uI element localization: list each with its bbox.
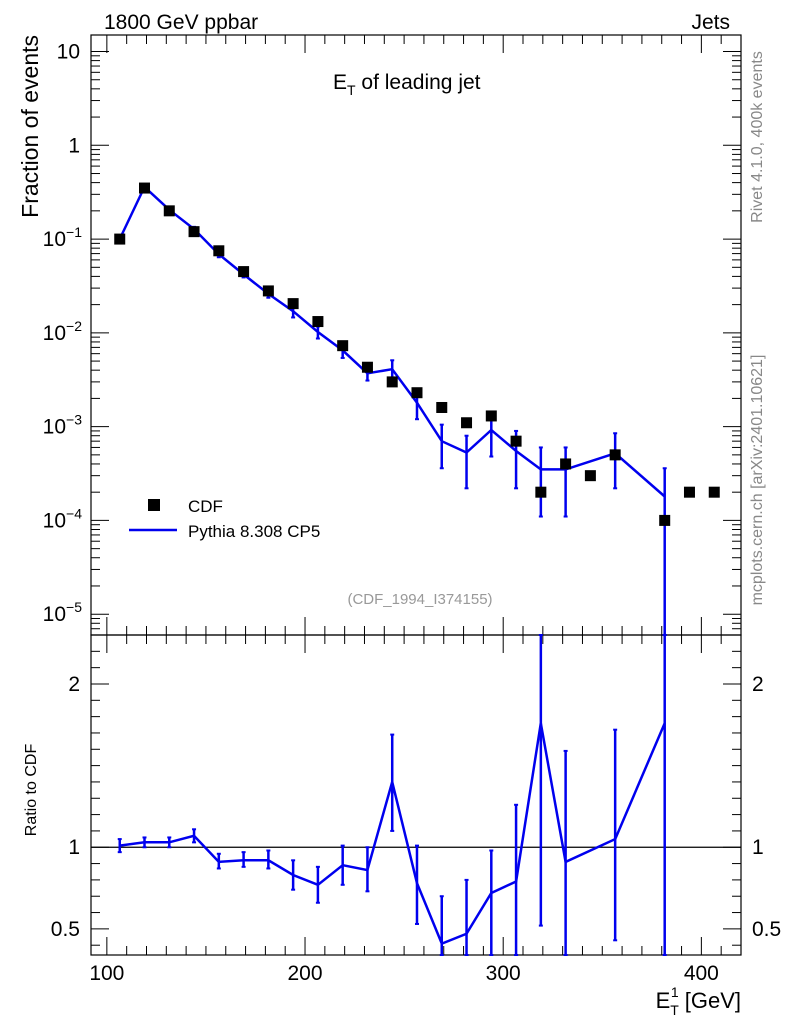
y-tick-label: 10−4 (43, 505, 83, 532)
cdf-data-point (461, 417, 473, 429)
cdf-data-point (262, 285, 274, 297)
category-label: Jets (691, 11, 730, 34)
main-y-tick-labels: 10 1 10−1 10−2 10−3 10−4 10−5 (43, 41, 83, 627)
ratio-y-axis-ticks (91, 634, 741, 946)
legend-cdf-marker (148, 499, 160, 511)
cdf-data-point (411, 387, 423, 399)
legend-cdf-label: CDF (188, 497, 223, 516)
x-axis-label: ET1 [GeV] (656, 984, 741, 1018)
rivet-label: Rivet 4.1.0, 400k events (749, 51, 766, 223)
cdf-data-point (683, 486, 695, 498)
main-y-axis-ticks (91, 51, 741, 636)
ratio-y-tick-labels: 2 2 1 1 0.5 0.5 (51, 673, 781, 941)
cdf-data-point (485, 410, 497, 422)
cdf-data-point (163, 205, 175, 217)
ratio-y-tick-label-right: 0.5 (752, 918, 781, 941)
ratio-x-axis-ticks (106, 635, 742, 955)
y-tick-label: 10 (57, 41, 80, 64)
pythia-error-bars (117, 183, 667, 636)
legend: CDF Pythia 8.308 CP5 (129, 497, 320, 541)
ratio-error-bars (117, 634, 667, 956)
cdf-data-point (213, 245, 225, 257)
cdf-data-point (560, 458, 572, 470)
ratio-y-tick-label: 1 (68, 836, 80, 859)
main-y-axis-label: Fraction of events (17, 35, 43, 218)
cdf-data-points (114, 182, 720, 526)
cdf-data-point (436, 401, 448, 413)
ratio-y-tick-label-right: 2 (752, 673, 764, 696)
cdf-data-point (337, 340, 349, 352)
cdf-data-point (609, 449, 621, 461)
cdf-data-point (386, 376, 398, 388)
cdf-data-point (287, 298, 299, 310)
x-tick-label: 400 (684, 962, 719, 985)
y-tick-label: 10−3 (43, 412, 83, 439)
main-plot-frame (90, 34, 742, 636)
y-tick-label: 10−5 (43, 599, 83, 626)
ratio-y-axis-label: Ratio to CDF (23, 744, 40, 837)
x-tick-label: 100 (89, 962, 124, 985)
ratio-plot-frame (90, 634, 742, 956)
cdf-data-point (361, 361, 373, 373)
ratio-y-tick-label-right: 1 (752, 836, 764, 859)
legend-pythia-label: Pythia 8.308 CP5 (188, 522, 320, 541)
ratio-y-tick-label: 0.5 (51, 918, 80, 941)
x-tick-labels: 100 200 300 400 (89, 962, 719, 985)
mcplots-label: mcplots.cern.ch [arXiv:2401.10621] (749, 355, 766, 606)
cdf-data-point (139, 182, 151, 194)
ratio-line (119, 722, 666, 946)
analysis-id: (CDF_1994_I374155) (347, 591, 492, 608)
cdf-data-point (312, 316, 324, 328)
cdf-data-point (708, 486, 720, 498)
cdf-data-point (238, 266, 250, 278)
main-x-axis-ticks (106, 35, 742, 635)
cdf-data-point (188, 226, 200, 238)
process-label: 1800 GeV ppbar (104, 11, 258, 34)
x-tick-label: 200 (288, 962, 323, 985)
chart-title: ET of leading jet (333, 71, 481, 98)
cdf-data-point (535, 486, 547, 498)
x-tick-label: 300 (486, 962, 521, 985)
cdf-data-point (510, 435, 522, 447)
pythia-line (118, 184, 666, 498)
ratio-y-tick-label: 2 (68, 673, 80, 696)
y-tick-label: 10−2 (43, 318, 83, 345)
y-tick-label: 10−1 (43, 224, 83, 251)
cdf-data-point (584, 470, 596, 482)
y-tick-label: 1 (68, 134, 80, 157)
cdf-data-point (114, 233, 126, 245)
cdf-data-point (659, 514, 671, 526)
